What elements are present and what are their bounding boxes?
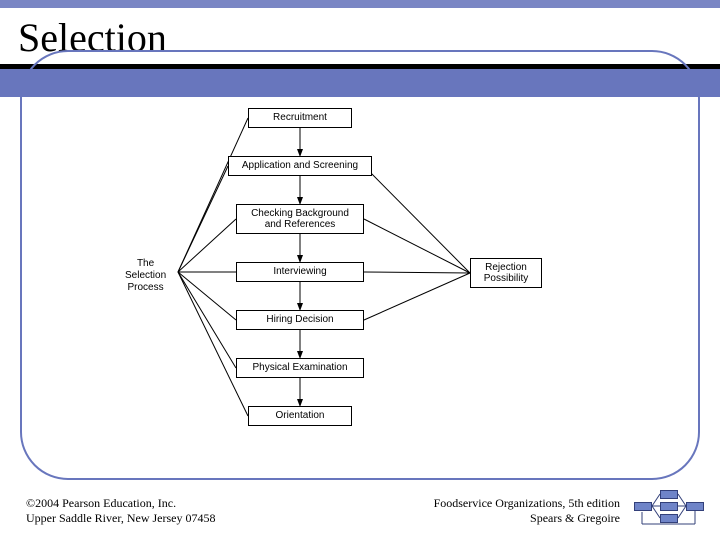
flow-box-orientation: Orientation: [248, 406, 352, 426]
footer-left: ©2004 Pearson Education, Inc. Upper Sadd…: [26, 496, 215, 526]
mini-systems-icon: [630, 486, 712, 530]
mini-box: [634, 502, 652, 511]
flow-box-recruitment: Recruitment: [248, 108, 352, 128]
book-title-line: Foodservice Organizations, 5th edition: [434, 496, 620, 511]
flow-box-hiring: Hiring Decision: [236, 310, 364, 330]
flow-box-background: Checking Background and References: [236, 204, 364, 234]
address-line: Upper Saddle River, New Jersey 07458: [26, 511, 215, 526]
flow-box-physical: Physical Examination: [236, 358, 364, 378]
selection-flowchart: TheSelectionProcess Recruitment Applicatio…: [100, 100, 620, 470]
mini-box: [686, 502, 704, 511]
copyright-line: ©2004 Pearson Education, Inc.: [26, 496, 215, 511]
footer-right: Foodservice Organizations, 5th edition S…: [434, 496, 620, 526]
page-title: Selection: [18, 14, 167, 61]
mini-box: [660, 490, 678, 499]
mid-band: [0, 69, 720, 97]
flow-box-rejection: Rejection Possibility: [470, 258, 542, 288]
flow-box-application: Application and Screening: [228, 156, 372, 176]
mini-box: [660, 514, 678, 523]
mini-box: [660, 502, 678, 511]
authors-line: Spears & Gregoire: [434, 511, 620, 526]
side-label-selection-process: TheSelectionProcess: [125, 258, 166, 294]
top-band: [0, 0, 720, 8]
flow-box-interview: Interviewing: [236, 262, 364, 282]
